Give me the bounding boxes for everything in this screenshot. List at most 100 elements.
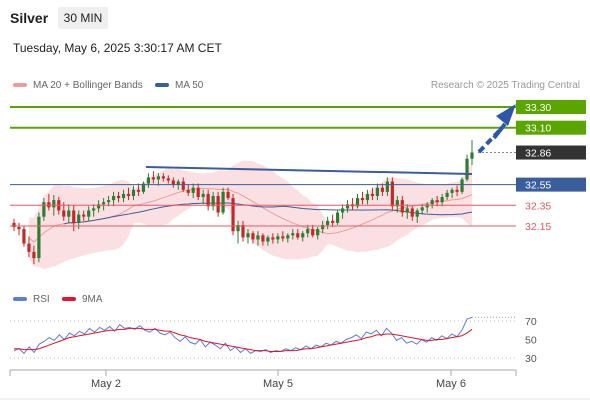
candle-body — [181, 181, 185, 190]
candle-body — [340, 208, 345, 213]
candle — [380, 183, 384, 196]
candle — [141, 181, 146, 194]
candle-body — [321, 224, 325, 230]
forecast-arrow-stem — [492, 122, 507, 140]
ma20-legend-label: MA 20 + Bollinger Bands — [33, 80, 143, 91]
candle-body — [390, 181, 394, 207]
bollinger-band-area — [28, 160, 472, 270]
candle-body — [171, 180, 175, 185]
candle — [47, 193, 51, 211]
candle-body — [395, 200, 399, 207]
resistance-label-box — [516, 120, 586, 135]
moving-averages — [28, 187, 473, 243]
rsi-ma-swatch — [62, 297, 76, 302]
candle-body — [151, 177, 155, 180]
candle — [156, 173, 160, 186]
candle — [296, 229, 300, 240]
trendline-group — [145, 104, 516, 175]
candle-body — [126, 193, 131, 196]
candle-body — [296, 233, 300, 238]
candle — [395, 195, 399, 213]
rsi-tick-70: 70 — [525, 316, 537, 328]
resistance-label-box — [516, 100, 586, 114]
candle — [186, 184, 190, 196]
candle — [67, 204, 71, 223]
candle — [271, 233, 275, 244]
candle — [266, 235, 270, 246]
candle-body — [316, 229, 320, 236]
rsi-tick-30: 30 — [525, 353, 537, 365]
candle — [216, 191, 220, 217]
price-level-32.55: 32.55 — [525, 180, 551, 192]
ma20-swatch — [13, 83, 27, 88]
candle-body — [271, 237, 275, 240]
candle-body — [121, 193, 126, 199]
candle — [465, 154, 469, 182]
rsi-line — [13, 316, 473, 355]
candle — [221, 187, 225, 215]
candle — [37, 212, 41, 263]
candle — [171, 177, 175, 188]
candle-body — [206, 193, 210, 207]
candle — [365, 189, 370, 205]
candle-body — [17, 227, 21, 230]
candle — [102, 198, 106, 211]
candle-body — [156, 176, 160, 180]
legend-rsi: RSI — [13, 294, 50, 305]
candle-body — [42, 202, 46, 217]
candle-body — [37, 216, 41, 259]
candle-body — [176, 181, 180, 185]
candle — [370, 187, 375, 201]
candle — [246, 229, 250, 244]
candle — [460, 177, 464, 194]
candle-body — [231, 198, 235, 232]
candle — [12, 218, 16, 232]
candle-body — [236, 224, 240, 232]
candle — [335, 210, 340, 225]
legend-rsi-ma: 9MA — [62, 294, 103, 305]
candle — [340, 204, 345, 219]
candle — [306, 224, 310, 238]
price-level-32.15: 32.15 — [525, 221, 551, 233]
candle-body — [291, 233, 295, 236]
candle — [321, 220, 325, 234]
candle-body — [186, 189, 190, 193]
x-tick-label: May 5 — [263, 378, 293, 390]
candle-body — [87, 210, 91, 217]
candle-body — [445, 192, 449, 198]
candle-body — [460, 179, 464, 192]
rsi-swatch — [13, 297, 27, 302]
candle — [126, 187, 131, 201]
candle-body — [211, 195, 215, 207]
rsi-legend-label: RSI — [33, 294, 50, 305]
candle — [161, 173, 165, 182]
candle-body — [136, 189, 141, 192]
candle-body — [415, 210, 419, 217]
candle-body — [226, 191, 230, 199]
candle-body — [116, 195, 121, 199]
candle-body — [62, 210, 66, 217]
candle-body — [326, 220, 330, 225]
candle — [116, 191, 121, 203]
candle — [311, 224, 315, 238]
candle — [276, 233, 280, 244]
timeframe-badge[interactable]: 30 MIN — [58, 7, 108, 29]
candle — [445, 189, 449, 201]
candle — [256, 231, 260, 246]
candle-body — [266, 237, 270, 242]
candle — [420, 204, 424, 215]
legend-ma20: MA 20 + Bollinger Bands — [13, 80, 143, 91]
candle-body — [146, 177, 151, 184]
candle — [42, 198, 46, 221]
x-tick-label: May 6 — [436, 378, 466, 390]
candle-body — [191, 187, 195, 193]
candle-body — [281, 236, 285, 239]
rsi-tick-50: 50 — [525, 335, 537, 347]
candle — [331, 214, 335, 228]
candle-body — [261, 235, 265, 242]
candle-body — [256, 235, 260, 240]
candle-body — [385, 181, 389, 192]
candle — [151, 171, 155, 184]
ma50-line — [63, 202, 473, 225]
